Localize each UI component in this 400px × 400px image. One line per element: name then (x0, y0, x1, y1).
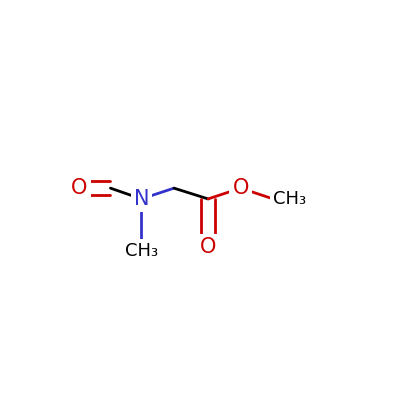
Text: O: O (200, 238, 216, 258)
Text: O: O (71, 178, 88, 198)
Text: O: O (232, 178, 249, 198)
Text: N: N (134, 189, 149, 209)
Text: CH₃: CH₃ (273, 190, 306, 208)
Text: CH₃: CH₃ (125, 242, 158, 260)
